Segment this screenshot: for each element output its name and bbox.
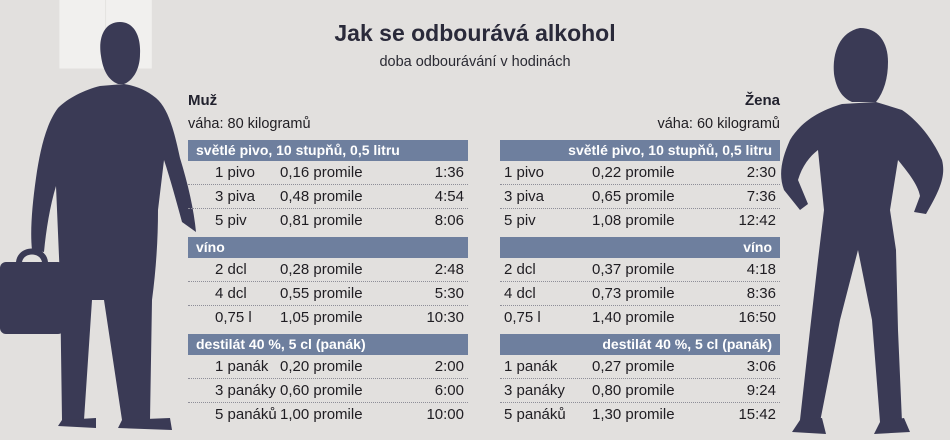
promile-cell: 0,60 promile [280, 382, 363, 399]
section-header: destilát 40 %, 5 cl (panák) [188, 334, 468, 355]
time-cell: 8:06 [434, 212, 464, 229]
table-row: 5 piv 1,08 promile 12:42 [500, 209, 780, 232]
promile-cell: 0,80 promile [592, 382, 675, 399]
time-cell: 1:36 [434, 164, 464, 181]
table-row: 1 pivo 0,22 promile 2:30 [500, 161, 780, 185]
promile-cell: 1,30 promile [592, 406, 675, 423]
table-row: 1 pivo 0,16 promile 1:36 [188, 161, 468, 185]
table-row: 4 dcl 0,55 promile 5:30 [188, 282, 468, 306]
page-title: Jak se odbourává alkohol [334, 20, 616, 46]
time-cell: 4:54 [434, 188, 464, 205]
time-cell: 10:00 [426, 406, 464, 423]
amount-cell: 3 piva [215, 188, 256, 205]
section-header: světlé pivo, 10 stupňů, 0,5 litru [188, 140, 468, 161]
women-panel: Žena váha: 60 kilogramů světlé pivo, 10 … [500, 90, 780, 431]
men-beer-section: světlé pivo, 10 stupňů, 0,5 litru 1 pivo… [188, 140, 468, 232]
promile-cell: 1,08 promile [592, 212, 675, 229]
men-wine-section: víno 2 dcl 0,28 promile 2:48 4 dcl 0,55 … [188, 237, 468, 329]
amount-cell: 1 pivo [215, 164, 256, 181]
page-subtitle: doba odbourávání v hodinách [379, 54, 571, 70]
amount-cell: 1 panák [215, 358, 269, 375]
table-row: 0,75 l 1,40 promile 16:50 [500, 306, 780, 329]
female-silhouette-icon [781, 28, 944, 434]
section-header: světlé pivo, 10 stupňů, 0,5 litru [500, 140, 780, 161]
time-cell: 16:50 [738, 309, 776, 326]
amount-cell: 2 dcl [215, 261, 247, 278]
table-row: 3 piva 0,65 promile 7:36 [500, 185, 780, 209]
women-weight: váha: 60 kilogramů [657, 116, 780, 132]
promile-cell: 1,00 promile [280, 406, 363, 423]
women-wine-section: víno 2 dcl 0,37 promile 4:18 4 dcl 0,73 … [500, 237, 780, 329]
time-cell: 2:00 [434, 358, 464, 375]
time-cell: 10:30 [426, 309, 464, 326]
men-spirits-section: destilát 40 %, 5 cl (panák) 1 panák 0,20… [188, 334, 468, 426]
amount-cell: 0,75 l [215, 309, 252, 326]
amount-cell: 1 pivo [504, 164, 545, 181]
time-cell: 5:30 [434, 285, 464, 302]
promile-cell: 0,48 promile [280, 188, 363, 205]
time-cell: 2:30 [746, 164, 776, 181]
promile-cell: 0,81 promile [280, 212, 363, 229]
men-weight: váha: 80 kilogramů [188, 116, 311, 132]
table-row: 3 panáky 0,80 promile 9:24 [500, 379, 780, 403]
men-panel: Muž váha: 80 kilogramů světlé pivo, 10 s… [188, 90, 468, 431]
promile-cell: 0,16 promile [280, 164, 363, 181]
amount-cell: 3 panáky [215, 382, 276, 399]
time-cell: 6:00 [434, 382, 464, 399]
promile-cell: 0,22 promile [592, 164, 675, 181]
section-header: víno [188, 237, 468, 258]
time-cell: 12:42 [738, 212, 776, 229]
time-cell: 3:06 [746, 358, 776, 375]
women-beer-section: světlé pivo, 10 stupňů, 0,5 litru 1 pivo… [500, 140, 780, 232]
table-row: 3 panáky 0,60 promile 6:00 [188, 379, 468, 403]
promile-cell: 0,27 promile [592, 358, 675, 375]
table-row: 5 piv 0,81 promile 8:06 [188, 209, 468, 232]
amount-cell: 5 panáků [504, 406, 566, 423]
time-cell: 4:18 [746, 261, 776, 278]
time-cell: 9:24 [746, 382, 776, 399]
table-row: 1 panák 0,20 promile 2:00 [188, 355, 468, 379]
promile-cell: 0,20 promile [280, 358, 363, 375]
men-label: Muž [188, 92, 218, 109]
table-row: 5 panáků 1,00 promile 10:00 [188, 403, 468, 426]
table-row: 2 dcl 0,37 promile 4:18 [500, 258, 780, 282]
table-row: 5 panáků 1,30 promile 15:42 [500, 403, 780, 426]
amount-cell: 4 dcl [504, 285, 536, 302]
table-row: 2 dcl 0,28 promile 2:48 [188, 258, 468, 282]
women-spirits-section: destilát 40 %, 5 cl (panák) 1 panák 0,27… [500, 334, 780, 426]
table-row: 3 piva 0,48 promile 4:54 [188, 185, 468, 209]
section-header: destilát 40 %, 5 cl (panák) [500, 334, 780, 355]
amount-cell: 3 piva [504, 188, 545, 205]
women-label: Žena [744, 92, 780, 109]
section-header: víno [500, 237, 780, 258]
time-cell: 2:48 [434, 261, 464, 278]
promile-cell: 0,55 promile [280, 285, 363, 302]
amount-cell: 0,75 l [504, 309, 541, 326]
amount-cell: 3 panáky [504, 382, 565, 399]
table-row: 0,75 l 1,05 promile 10:30 [188, 306, 468, 329]
promile-cell: 0,28 promile [280, 261, 363, 278]
time-cell: 15:42 [738, 406, 776, 423]
amount-cell: 5 piv [215, 212, 247, 229]
table-row: 1 panák 0,27 promile 3:06 [500, 355, 780, 379]
time-cell: 7:36 [746, 188, 776, 205]
promile-cell: 1,40 promile [592, 309, 675, 326]
promile-cell: 0,65 promile [592, 188, 675, 205]
promile-cell: 0,37 promile [592, 261, 675, 278]
promile-cell: 0,73 promile [592, 285, 675, 302]
amount-cell: 2 dcl [504, 261, 536, 278]
male-silhouette-icon [0, 22, 196, 430]
table-row: 4 dcl 0,73 promile 8:36 [500, 282, 780, 306]
amount-cell: 5 piv [504, 212, 536, 229]
amount-cell: 4 dcl [215, 285, 247, 302]
promile-cell: 1,05 promile [280, 309, 363, 326]
amount-cell: 1 panák [504, 358, 558, 375]
amount-cell: 5 panáků [215, 406, 277, 423]
time-cell: 8:36 [746, 285, 776, 302]
